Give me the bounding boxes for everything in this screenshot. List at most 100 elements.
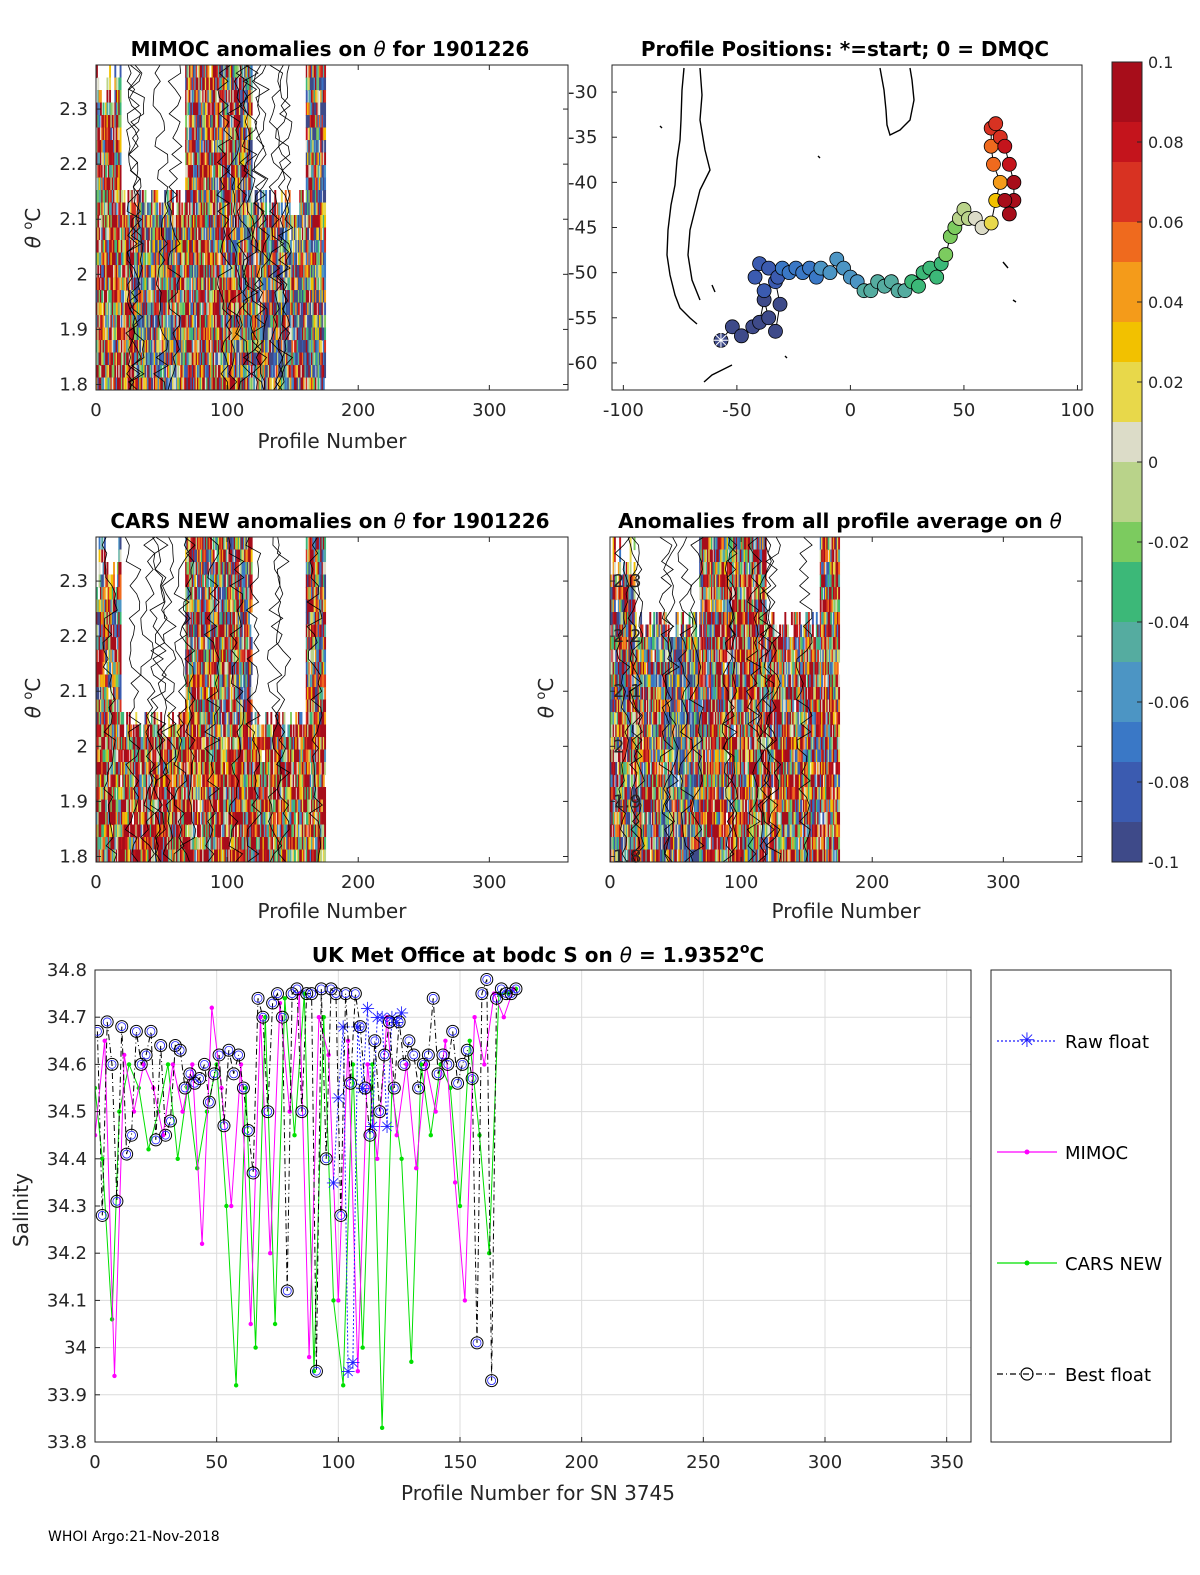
heatmap-cell xyxy=(116,674,119,688)
heatmap-cell xyxy=(210,140,212,154)
heatmap-cell xyxy=(162,290,165,304)
heatmap-cell xyxy=(115,240,118,254)
heatmap-cell xyxy=(309,190,312,204)
heatmap-cell xyxy=(144,365,147,379)
heatmap-cell xyxy=(193,849,195,862)
heatmap-cell xyxy=(186,365,189,379)
heatmap-cell xyxy=(322,65,325,79)
heatmap-cell xyxy=(274,252,277,266)
heatmap-cell xyxy=(124,315,127,329)
heatmap-cell xyxy=(122,377,125,390)
heatmap-cell xyxy=(196,574,199,588)
heatmap-cell xyxy=(181,302,184,316)
heatmap-cell xyxy=(151,327,153,341)
heatmap-cell xyxy=(111,302,114,316)
heatmap-cell xyxy=(96,365,98,379)
heatmap-cell xyxy=(96,352,98,366)
heatmap-cell xyxy=(204,849,207,862)
heatmap-cell xyxy=(158,352,161,366)
heatmap-cell xyxy=(191,240,194,254)
heatmap-cell xyxy=(130,787,132,801)
heatmap-cell xyxy=(219,202,222,216)
heatmap-cell xyxy=(202,612,205,626)
heatmap-cell xyxy=(191,637,194,651)
heatmap-cell xyxy=(101,649,104,663)
heatmap-cell xyxy=(164,737,167,751)
heatmap-cell xyxy=(305,365,308,379)
heatmap-cell xyxy=(250,340,253,354)
heatmap-cell xyxy=(169,824,172,838)
heatmap-cell xyxy=(183,240,186,254)
heatmap-cell xyxy=(279,302,282,316)
heatmap-cell xyxy=(178,824,181,838)
heatmap-cell xyxy=(182,712,185,726)
heatmap-cell xyxy=(287,240,290,254)
heatmap-cell xyxy=(116,687,119,701)
heatmap-cell xyxy=(194,762,197,776)
heatmap-cell xyxy=(185,77,188,91)
heatmap-cell xyxy=(175,202,178,216)
heatmap-cell xyxy=(144,749,147,763)
heatmap-cell xyxy=(105,762,108,776)
heatmap-cell xyxy=(208,377,211,390)
heatmap-cell xyxy=(109,240,112,254)
heatmap-cell xyxy=(231,340,233,354)
heatmap-cell xyxy=(106,812,109,826)
heatmap-cell xyxy=(301,340,304,354)
heatmap-cell xyxy=(200,587,203,601)
cars-panel-title: CARS NEW anomalies on θ for 1901226 xyxy=(110,509,549,533)
heatmap-cell xyxy=(311,377,313,390)
heatmap-cell xyxy=(308,252,311,266)
heatmap-cell xyxy=(124,240,127,254)
heatmap-cell xyxy=(181,227,184,241)
colorbar-swatch xyxy=(1112,342,1142,363)
heatmap-cell xyxy=(107,115,110,129)
heatmap-cell xyxy=(185,165,188,179)
heatmap-cell xyxy=(157,340,160,354)
heatmap-cell xyxy=(253,265,256,279)
heatmap-cell xyxy=(139,774,142,788)
heatmap-cell xyxy=(221,190,224,204)
heatmap-cell xyxy=(186,762,189,776)
heatmap-cell xyxy=(211,77,214,91)
heatmap-cell xyxy=(122,352,125,366)
heatmap-cell xyxy=(246,315,249,329)
heatmap-cell xyxy=(206,824,209,838)
heatmap-cell xyxy=(131,202,134,216)
position-marker xyxy=(822,265,838,281)
heatmap-cell xyxy=(96,202,98,216)
heatmap-cell xyxy=(242,290,245,304)
heatmap-cell xyxy=(194,252,197,266)
heatmap-cell xyxy=(164,377,167,390)
heatmap-cell xyxy=(141,265,144,279)
heatmap-cell xyxy=(238,277,241,291)
heatmap-cell xyxy=(106,699,109,713)
heatmap-cell xyxy=(320,290,323,304)
heatmap-cell xyxy=(175,377,178,390)
heatmap-cell xyxy=(139,352,142,366)
heatmap-cell xyxy=(250,352,253,366)
heatmap-cell xyxy=(195,202,198,216)
heatmap-cell xyxy=(199,352,202,366)
heatmap-cell xyxy=(152,365,155,379)
heatmap-cell xyxy=(169,315,172,329)
heatmap-cell xyxy=(96,662,98,676)
heatmap-cell xyxy=(318,352,321,366)
heatmap-cell xyxy=(109,77,112,91)
heatmap-cell xyxy=(305,290,308,304)
heatmap-cell xyxy=(203,637,206,651)
heatmap-cell xyxy=(252,377,254,390)
heatmap-cell xyxy=(158,787,161,801)
heatmap-cell xyxy=(223,65,226,79)
heatmap-cell xyxy=(187,737,190,751)
heatmap-cell xyxy=(309,65,312,79)
heatmap-cell xyxy=(301,315,304,329)
heatmap-cell xyxy=(190,587,193,601)
heatmap-cell xyxy=(116,365,119,379)
heatmap-cell xyxy=(98,377,101,390)
heatmap-cell xyxy=(271,315,274,329)
heatmap-cell xyxy=(250,365,253,379)
heatmap-cell xyxy=(246,240,249,254)
heatmap-cell xyxy=(207,327,210,341)
heatmap-cell xyxy=(202,574,205,588)
